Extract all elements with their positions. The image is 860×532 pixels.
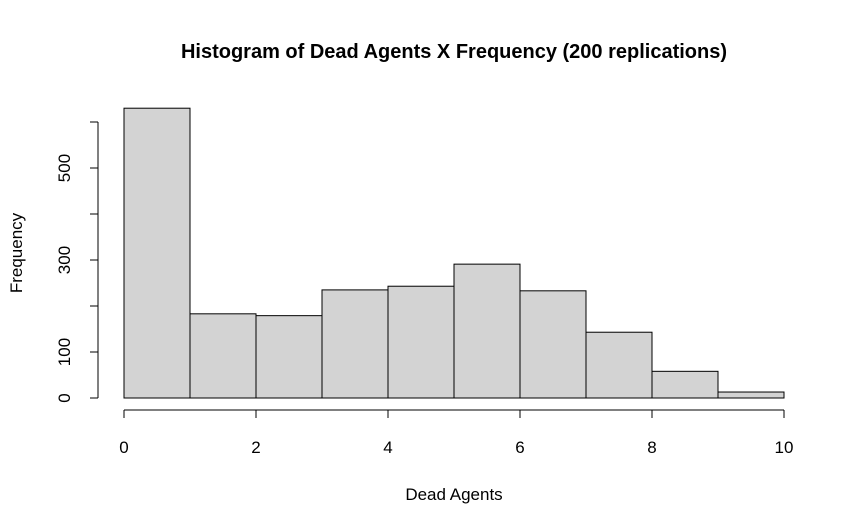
y-axis-label: Frequency xyxy=(7,212,26,293)
histogram-bar-2 xyxy=(255,315,323,399)
x-tick-label-4: 8 xyxy=(647,438,656,457)
histogram-bar-1 xyxy=(189,313,257,399)
y-tick-label-0: 0 xyxy=(55,393,74,402)
histogram-bar-3 xyxy=(321,289,389,399)
y-tick-label-5: 500 xyxy=(55,154,74,182)
chart-title: Histogram of Dead Agents X Frequency (20… xyxy=(181,41,727,63)
x-tick-label-2: 4 xyxy=(383,438,392,457)
x-tick-label-5: 10 xyxy=(775,438,794,457)
x-tick-label-3: 6 xyxy=(515,438,524,457)
y-tick-label-1: 100 xyxy=(55,338,74,366)
x-axis-label: Dead Agents xyxy=(405,485,502,504)
y-axis: 0 100 300 500 xyxy=(55,121,99,403)
histogram-bar-0 xyxy=(123,107,191,399)
histogram-bar-5 xyxy=(453,263,521,399)
x-tick-label-0: 0 xyxy=(119,438,128,457)
y-tick-label-3: 300 xyxy=(55,246,74,274)
histogram-bar-6 xyxy=(519,290,587,399)
histogram-bar-4 xyxy=(387,285,455,399)
x-axis: 0 2 4 6 8 10 xyxy=(119,409,794,457)
histogram-bar-8 xyxy=(651,370,719,399)
histogram-bar-9 xyxy=(717,391,785,399)
bars-group xyxy=(123,107,785,399)
x-tick-label-1: 2 xyxy=(251,438,260,457)
histogram-bar-7 xyxy=(585,331,653,399)
